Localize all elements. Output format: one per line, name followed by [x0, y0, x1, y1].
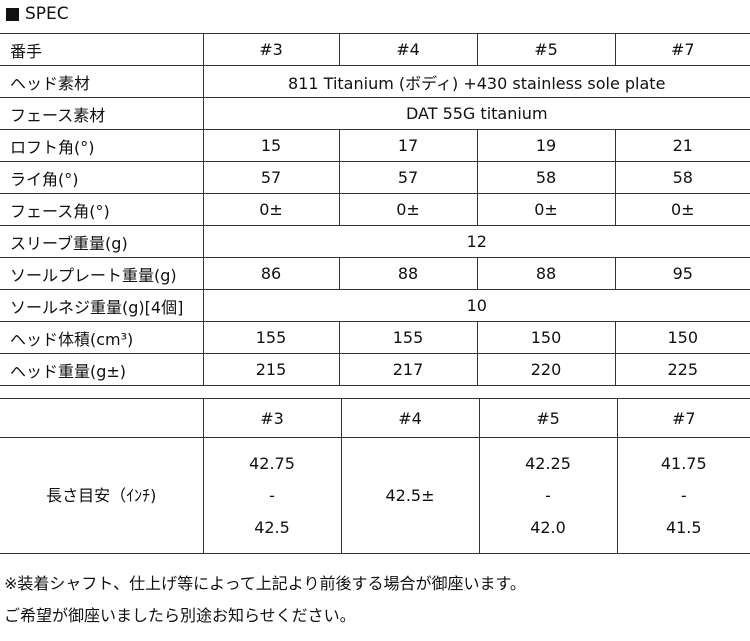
cell-value: 57	[338, 161, 478, 194]
column-header: #5	[478, 398, 618, 438]
cell-value: 0±	[476, 193, 616, 226]
row-label: 長さ目安（ｲﾝﾁ)	[0, 437, 204, 554]
table-row: ライ角(°) 57 57 58 58	[0, 161, 750, 194]
cell-value: 19	[476, 129, 616, 162]
cell-value: 0±	[338, 193, 478, 226]
cell-value: 0±	[614, 193, 750, 226]
column-header: #3	[202, 398, 342, 438]
merged-value: DAT 55G titanium	[202, 97, 750, 130]
column-header: #5	[476, 33, 616, 66]
cell-value: 0±	[202, 193, 340, 226]
length-cell: 42.75 - 42.5	[202, 437, 342, 554]
row-header-label: 番手	[0, 33, 204, 66]
length-table: #3 #4 #5 #7 長さ目安（ｲﾝﾁ) 42.75-42.5 42.5± 42.25-42…	[0, 398, 750, 554]
table-row: フェース素材 DAT 55G titanium	[0, 97, 750, 130]
length-cell: 42.25 - 42.0	[478, 437, 618, 554]
cell-value: 150	[476, 321, 616, 354]
cell-value: 225	[614, 353, 750, 386]
header-row: 番手 #3 #4 #5 #7	[0, 33, 750, 66]
row-label: ヘッド体積(cm³)	[0, 321, 204, 354]
cell-value: 58	[614, 161, 750, 194]
length-value: 42.75	[249, 453, 295, 473]
square-bullet-icon	[6, 7, 19, 21]
cell-value: 217	[338, 353, 478, 386]
section-title: SPEC	[6, 4, 69, 24]
cell-value: 155	[202, 321, 340, 354]
row-label: ロフト角(°)	[0, 129, 204, 162]
row-label: スリーブ重量(g)	[0, 225, 204, 258]
length-value: -	[269, 485, 275, 505]
table-row: フェース角(°) 0± 0± 0± 0±	[0, 193, 750, 226]
cell-value: 57	[202, 161, 340, 194]
cell-value: 95	[614, 257, 750, 290]
row-label: ソールプレート重量(g)	[0, 257, 204, 290]
column-header: #7	[616, 398, 750, 438]
header-row: #3 #4 #5 #7	[0, 398, 750, 438]
length-value: 42.0	[530, 517, 566, 537]
row-label: ヘッド素材	[0, 65, 204, 98]
cell-value: 15	[202, 129, 340, 162]
column-header: #7	[614, 33, 750, 66]
row-label: フェース角(°)	[0, 193, 204, 226]
cell-value: 86	[202, 257, 340, 290]
table-row: ヘッド素材 811 Titanium (ボディ) +430 stainless s…	[0, 65, 750, 98]
footnote-1: ※装着シャフト、仕上げ等によって上記より前後する場合が御座います。	[4, 574, 526, 593]
merged-value: 12	[202, 225, 750, 258]
column-header: #3	[202, 33, 340, 66]
length-cell: 42.5±	[340, 437, 480, 554]
length-value: -	[680, 485, 687, 505]
length-value: 42.5	[254, 517, 290, 537]
merged-value: 811 Titanium (ボディ) +430 stainless sole p…	[202, 65, 750, 98]
length-cell: 41.75 - 41.5	[616, 437, 750, 554]
cell-value: 215	[202, 353, 340, 386]
table-row: ロフト角(°) 15 17 19 21	[0, 129, 750, 162]
merged-value: 10	[202, 289, 750, 322]
column-header: #4	[340, 398, 480, 438]
title-text: SPEC	[25, 4, 69, 24]
length-value: -	[545, 485, 551, 505]
row-label: ヘッド重量(g±)	[0, 353, 204, 386]
column-header: #4	[338, 33, 478, 66]
footnote-2: ご希望が御座いましたら別途お知らせください。	[4, 606, 356, 625]
table-row: スリーブ重量(g) 12	[0, 225, 750, 258]
length-value: 41.5	[665, 517, 702, 537]
table-row: ソールネジ重量(g)[4個] 10	[0, 289, 750, 322]
length-value: 42.5±	[385, 485, 435, 505]
spec-table: 番手 #3 #4 #5 #7 ヘッド素材 811 Titanium (ボディ) +430 s…	[0, 33, 750, 386]
column-header	[0, 398, 204, 438]
length-value: 41.75	[660, 453, 707, 473]
table-row: ソールプレート重量(g) 86 88 88 95	[0, 257, 750, 290]
row-label: ライ角(°)	[0, 161, 204, 194]
cell-value: 155	[338, 321, 478, 354]
cell-value: 58	[476, 161, 616, 194]
cell-value: 220	[476, 353, 616, 386]
table-row: 長さ目安（ｲﾝﾁ) 42.75 - 42.5 42.5± 42.25 - 42.0 41.75 -…	[0, 437, 750, 554]
row-label: ソールネジ重量(g)[4個]	[0, 289, 204, 322]
length-value: 42.25	[525, 453, 571, 473]
table-row: ヘッド重量(g±) 215 217 220 225	[0, 353, 750, 386]
table-row: ヘッド体積(cm³) 155 155 150 150	[0, 321, 750, 354]
cell-value: 150	[614, 321, 750, 354]
cell-value: 17	[338, 129, 478, 162]
cell-value: 88	[338, 257, 478, 290]
cell-value: 88	[476, 257, 616, 290]
cell-value: 21	[614, 129, 750, 162]
row-label: フェース素材	[0, 97, 204, 130]
